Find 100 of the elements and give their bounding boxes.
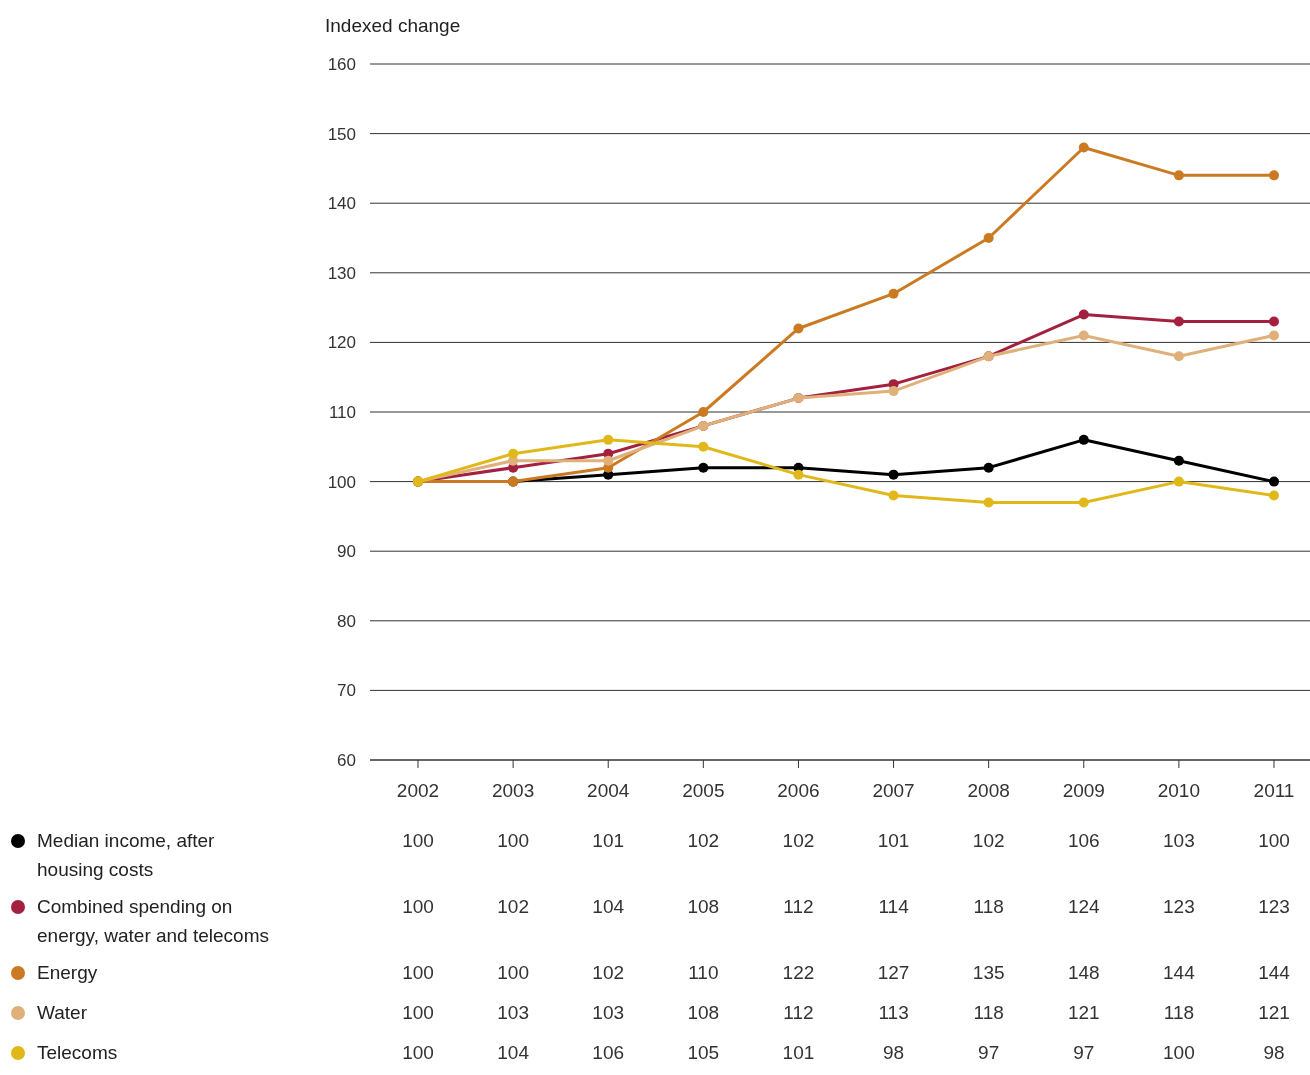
point xyxy=(1078,142,1089,153)
x-tick-label: 2003 xyxy=(491,780,535,801)
data-label: 113 xyxy=(878,1002,909,1023)
y-tick-label: 80 xyxy=(337,611,356,631)
point xyxy=(983,462,994,473)
point xyxy=(1173,476,1184,487)
legend-label: Telecoms xyxy=(37,1042,118,1063)
data-label: 100 xyxy=(402,1002,434,1023)
y-axis-title: Indexed change xyxy=(325,15,461,36)
data-label: 114 xyxy=(878,896,910,917)
data-label: 118 xyxy=(1163,1002,1195,1023)
data-label: 98 xyxy=(1263,1042,1285,1063)
point xyxy=(888,490,899,501)
data-label: 135 xyxy=(972,962,1005,983)
point xyxy=(793,323,804,334)
x-tick-label: 2008 xyxy=(967,780,1010,801)
data-label: 108 xyxy=(687,1002,720,1023)
point xyxy=(1173,351,1184,362)
point xyxy=(1269,476,1279,487)
point xyxy=(1173,170,1184,181)
data-label: 123 xyxy=(1163,896,1195,917)
data-label: 100 xyxy=(402,1042,434,1063)
data-label: 100 xyxy=(402,896,434,917)
data-label: 101 xyxy=(782,1042,815,1063)
data-label: 97 xyxy=(1073,1042,1095,1063)
point xyxy=(888,469,899,480)
x-tick-label: 2007 xyxy=(872,780,915,801)
y-tick-label: 120 xyxy=(327,333,356,353)
data-label: 144 xyxy=(1258,962,1291,983)
y-tick-label: 70 xyxy=(337,681,356,701)
y-tick-label: 130 xyxy=(327,263,356,283)
y-tick-label: 150 xyxy=(327,124,356,144)
data-label: 105 xyxy=(687,1042,720,1063)
point xyxy=(1269,316,1279,327)
y-tick-label: 90 xyxy=(337,542,356,562)
point xyxy=(603,434,614,445)
point xyxy=(1173,455,1184,466)
point xyxy=(888,288,899,299)
data-label: 101 xyxy=(877,830,910,851)
legend-label: Water xyxy=(37,1002,88,1023)
data-label: 103 xyxy=(497,1002,529,1023)
y-tick-label: 60 xyxy=(337,750,356,770)
point xyxy=(983,233,994,243)
data-label: 108 xyxy=(687,896,720,917)
data-label: 102 xyxy=(497,896,529,917)
data-label: 100 xyxy=(497,830,529,851)
legend-label: Combined spending on energy, water and telecoms xyxy=(37,896,269,946)
x-tick-label: 2004 xyxy=(587,780,630,801)
point xyxy=(698,441,709,452)
point xyxy=(698,462,709,473)
data-label: 100 xyxy=(402,962,434,983)
point xyxy=(793,469,804,480)
x-tick-label: 2010 xyxy=(1157,780,1201,801)
data-label: 121 xyxy=(1258,1002,1290,1023)
data-label: 106 xyxy=(1067,830,1100,851)
data-label: 102 xyxy=(592,962,625,983)
data-label: 103 xyxy=(592,1002,625,1023)
data-label: 124 xyxy=(1067,896,1101,917)
y-tick-label: 100 xyxy=(327,472,356,492)
point xyxy=(1078,330,1089,341)
data-label: 110 xyxy=(688,962,719,983)
point xyxy=(1173,316,1184,327)
point xyxy=(603,455,614,466)
point xyxy=(508,448,519,459)
y-tick-label: 140 xyxy=(327,194,356,214)
data-label: 148 xyxy=(1067,962,1100,983)
x-tick-label: 2011 xyxy=(1253,780,1295,801)
data-label: 97 xyxy=(978,1042,1000,1063)
data-label: 103 xyxy=(1163,830,1195,851)
data-label: 100 xyxy=(1258,830,1290,851)
data-label: 101 xyxy=(592,830,625,851)
y-tick-label: 160 xyxy=(327,54,356,74)
point xyxy=(1078,497,1089,508)
data-label: 123 xyxy=(1258,896,1290,917)
data-label: 104 xyxy=(592,896,625,917)
data-label: 144 xyxy=(1163,962,1196,983)
point xyxy=(888,386,899,397)
data-label: 106 xyxy=(592,1042,625,1063)
point xyxy=(1269,490,1279,501)
data-label: 98 xyxy=(882,1042,905,1063)
data-label: 104 xyxy=(497,1042,530,1063)
point xyxy=(1078,309,1089,320)
data-label: 127 xyxy=(877,962,910,983)
x-tick-label: 2002 xyxy=(396,780,440,801)
point xyxy=(1269,170,1279,181)
data-label: 102 xyxy=(972,830,1005,851)
data-label: 100 xyxy=(402,830,434,851)
x-tick-label: 2005 xyxy=(682,780,725,801)
legend-label: Median income, after housing costs xyxy=(37,830,216,880)
y-tick-label: 110 xyxy=(328,402,356,422)
point xyxy=(1269,330,1279,341)
point xyxy=(1078,434,1089,445)
data-label: 102 xyxy=(687,830,720,851)
data-label: 112 xyxy=(783,1002,814,1023)
x-tick-label: 2009 xyxy=(1062,780,1105,801)
data-label: 112 xyxy=(783,896,814,917)
data-label: 118 xyxy=(973,1002,1004,1023)
data-label: 100 xyxy=(1163,1042,1195,1063)
data-label: 122 xyxy=(782,962,815,983)
data-label: 118 xyxy=(973,896,1004,917)
